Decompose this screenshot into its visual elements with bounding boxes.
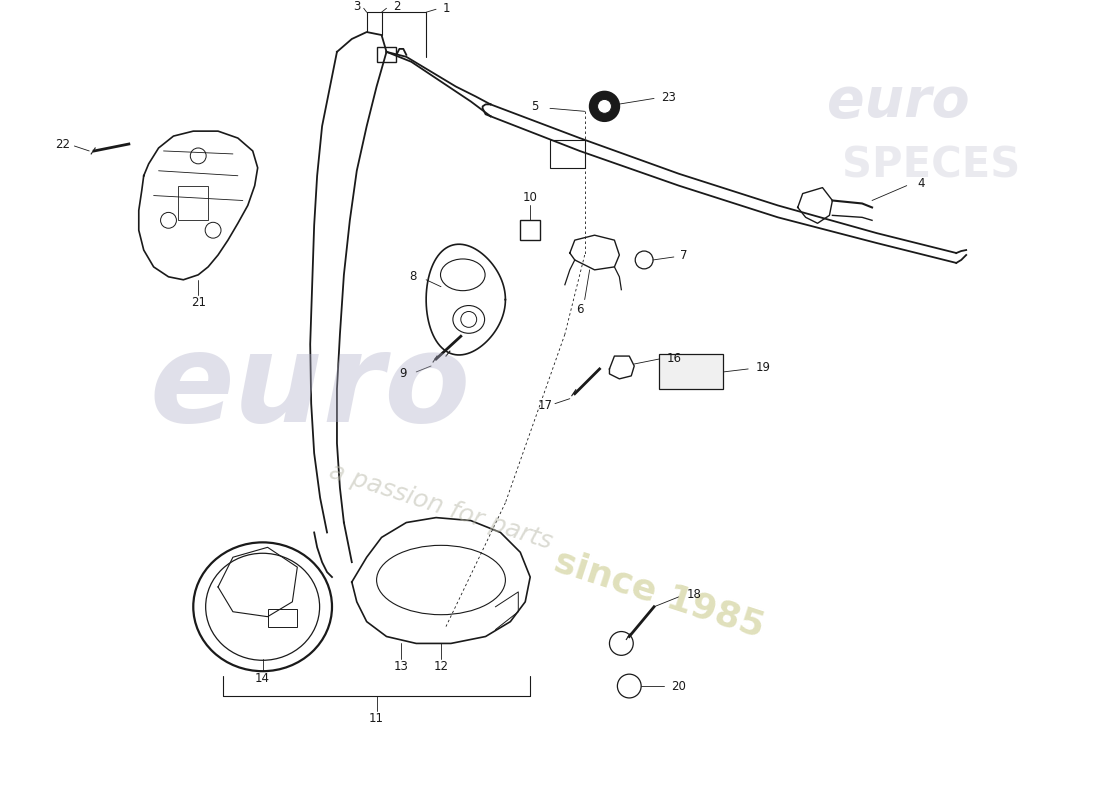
Text: 23: 23 — [661, 91, 676, 104]
Text: 12: 12 — [433, 660, 449, 673]
Text: 22: 22 — [55, 138, 70, 150]
Text: 18: 18 — [686, 588, 701, 602]
Text: SPECES: SPECES — [843, 145, 1021, 187]
Text: 14: 14 — [255, 672, 271, 685]
Text: 20: 20 — [671, 679, 686, 693]
Bar — [550, 140, 585, 168]
Bar — [520, 220, 540, 240]
Bar — [659, 354, 724, 389]
Bar — [267, 609, 297, 626]
Text: 19: 19 — [756, 362, 770, 374]
Text: 6: 6 — [576, 303, 583, 316]
Text: 5: 5 — [531, 100, 539, 113]
Text: euro: euro — [150, 327, 471, 448]
Text: a passion for parts: a passion for parts — [327, 459, 556, 554]
Text: 9: 9 — [399, 367, 407, 381]
Text: since 1985: since 1985 — [550, 544, 768, 644]
Text: 8: 8 — [409, 270, 417, 283]
Text: 4: 4 — [917, 177, 925, 190]
Text: 11: 11 — [370, 712, 384, 726]
Text: 16: 16 — [667, 351, 681, 365]
Text: 2: 2 — [393, 0, 400, 13]
Text: 21: 21 — [190, 296, 206, 309]
Text: 17: 17 — [538, 399, 552, 412]
Bar — [178, 186, 208, 220]
Circle shape — [590, 91, 619, 122]
Bar — [376, 47, 396, 62]
Text: 7: 7 — [680, 250, 688, 262]
Text: 1: 1 — [442, 2, 450, 14]
Text: 3: 3 — [353, 0, 361, 13]
Circle shape — [597, 99, 612, 114]
Text: euro: euro — [827, 75, 970, 130]
Text: 13: 13 — [394, 660, 409, 673]
Text: 10: 10 — [522, 191, 538, 204]
